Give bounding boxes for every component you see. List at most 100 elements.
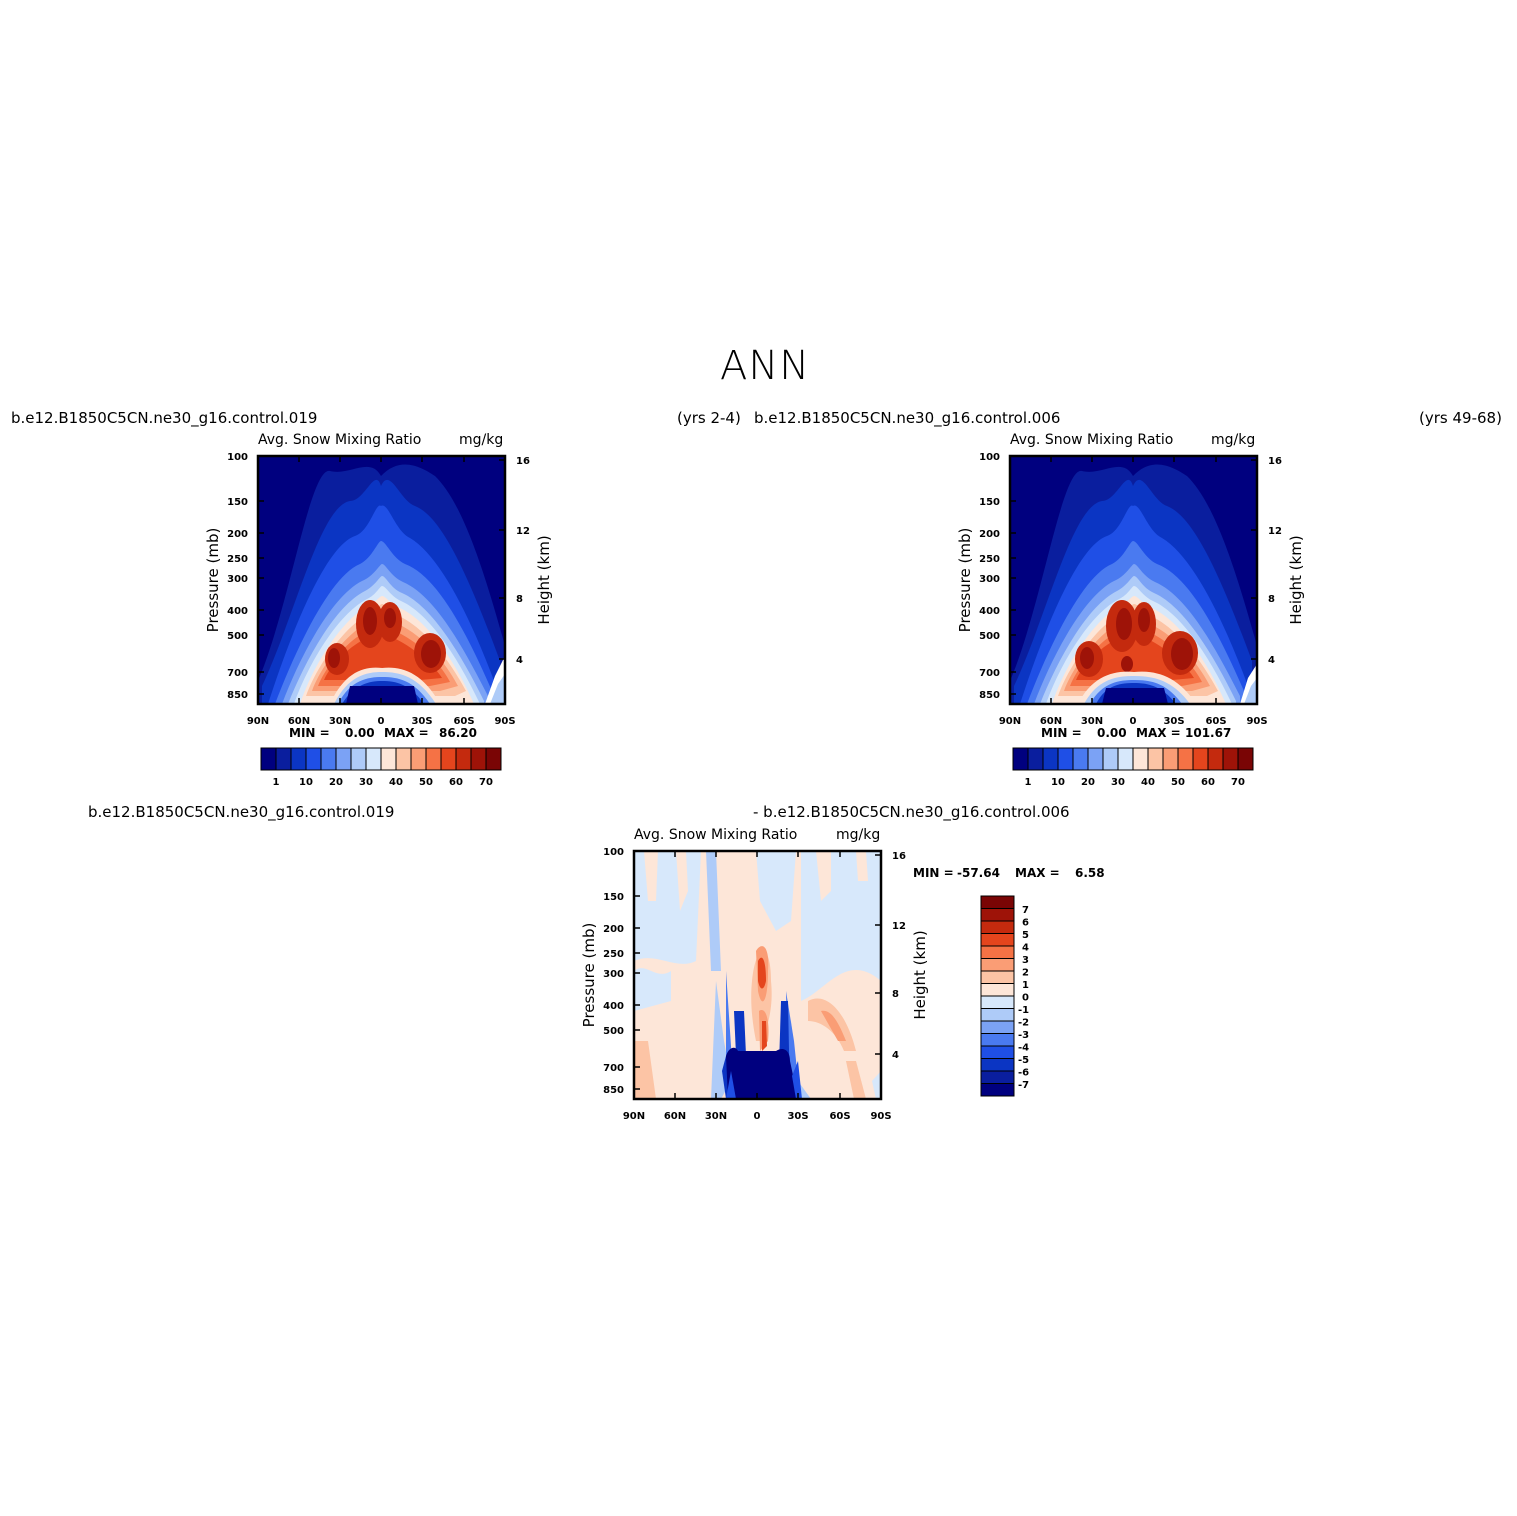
colorbar-cell	[1177, 747, 1194, 771]
panel-2-colorbar-label: 1	[1025, 777, 1032, 788]
panel-3-colorbar-label: 3	[1022, 955, 1029, 966]
colorbar-cell	[440, 747, 457, 771]
panel-3-colorbar-label: 0	[1022, 993, 1029, 1004]
panel-3-ytick: 250	[603, 949, 624, 960]
panel-3-ytick: 150	[603, 892, 624, 903]
panel-3-ytick: 300	[603, 969, 624, 980]
colorbar-cell	[980, 1083, 1015, 1097]
panel-3-colorbar-label: -4	[1018, 1043, 1029, 1054]
panel-2-colorbar-label: 40	[1141, 777, 1155, 788]
panel-1-xtick: 30N	[329, 716, 351, 727]
panel-1-ytick: 100	[227, 452, 248, 463]
panel-1-colorbar-label: 40	[389, 777, 403, 788]
panel-1-ytick: 300	[227, 574, 248, 585]
panel-2-ytick: 250	[979, 554, 1000, 565]
colorbar-cell	[320, 747, 337, 771]
panel-3-xtick: 60S	[829, 1111, 850, 1122]
page-title: ANN	[720, 343, 811, 389]
panel-2-xtick: 30N	[1081, 716, 1103, 727]
panel-1-ytick: 500	[227, 631, 248, 642]
panel-3-xtick: 60N	[664, 1111, 686, 1122]
colorbar-cell	[260, 747, 277, 771]
panel-2-ylabel-right: Height (km)	[1287, 535, 1305, 624]
panel-2-ytick: 850	[979, 690, 1000, 701]
panel-2-units: mg/kg	[1211, 432, 1256, 448]
colorbar-cell	[980, 920, 1015, 934]
panel-3-colorbar-label: -5	[1018, 1055, 1029, 1066]
panel-2-max-value: 101.67	[1185, 726, 1232, 740]
panel-3-xtick: 90N	[623, 1111, 645, 1122]
panel-1-ytick: 250	[227, 554, 248, 565]
colorbar-cell	[365, 747, 382, 771]
colorbar-cell	[275, 747, 292, 771]
panel-2-plot: 100 150 200 250 300 400 500 700 850 16 1…	[956, 452, 1305, 727]
panel-2-colorbar-label: 60	[1201, 777, 1215, 788]
panel-3-xtick: 30S	[787, 1111, 808, 1122]
panel-2-ytick-right: 4	[1268, 655, 1275, 666]
panel-2-min-label: MIN =	[1041, 726, 1082, 740]
panel-3-colorbar-label: 2	[1022, 968, 1029, 979]
colorbar-cell	[1237, 747, 1254, 771]
top-right-case-label: b.e12.B1850C5CN.ne30_g16.control.006	[754, 409, 1061, 427]
colorbar-cell	[1012, 747, 1029, 771]
colorbar-cell	[1072, 747, 1089, 771]
panel-1-ytick: 400	[227, 606, 248, 617]
colorbar-cell	[485, 747, 502, 771]
bottom-case-a-label: b.e12.B1850C5CN.ne30_g16.control.019	[88, 803, 395, 821]
panel-2-colorbar-label: 30	[1111, 777, 1125, 788]
panel-1-ytick: 150	[227, 497, 248, 508]
panel-3-colorbar-label: -3	[1018, 1030, 1029, 1041]
panel-3-max-label: MAX =	[1015, 866, 1060, 880]
panel-2-colorbar-label: 50	[1171, 777, 1185, 788]
colorbar-cell	[1057, 747, 1074, 771]
panel-3-max-value: 6.58	[1075, 866, 1105, 880]
panel-1-field	[258, 456, 505, 704]
panel-2-xtick: 30S	[1163, 716, 1184, 727]
colorbar-cell	[980, 1070, 1015, 1084]
panel-2-ytick-right: 8	[1268, 594, 1275, 605]
panel-3-colorbar: 7 6 5 4 3 2 1 0 -1 -2 -3 -4 -5 -6 -7	[980, 895, 1029, 1097]
panel-1-max-label: MAX =	[384, 726, 429, 740]
panel-3-ytick: 700	[603, 1063, 624, 1074]
panel-3-colorbar-label: -6	[1018, 1068, 1029, 1079]
panel-3-field	[634, 851, 881, 1099]
panel-3-colorbar-label: 4	[1022, 943, 1029, 954]
colorbar-cell	[980, 1058, 1015, 1072]
panel-2-min-value: 0.00	[1097, 726, 1127, 740]
colorbar-cell	[335, 747, 352, 771]
panel-3-colorbar-label: -2	[1018, 1018, 1029, 1029]
panel-3-ticks	[634, 851, 881, 1099]
panel-2-ytick-right: 16	[1268, 456, 1282, 467]
panel-2-colorbar-cells	[1012, 747, 1254, 771]
colorbar-cell	[980, 895, 1015, 909]
panel-1-plot: 100 150 200 250 300 400 500 700 850 16 1…	[204, 452, 553, 727]
top-left-years-label: (yrs 2-4)	[677, 409, 741, 427]
panel-2-title: Avg. Snow Mixing Ratio	[1010, 432, 1174, 448]
panel-1-ylabel-right: Height (km)	[535, 535, 553, 624]
panel-3-xtick: 0	[754, 1111, 761, 1122]
panel-1-xtick: 0	[378, 716, 385, 727]
panel-3-min-value: -57.64	[957, 866, 1000, 880]
panel-3-colorbar-label: -1	[1018, 1005, 1029, 1016]
panel-2-ytick: 150	[979, 497, 1000, 508]
panel-3-colorbar-label: 1	[1022, 980, 1029, 991]
panel-2-ytick-right: 12	[1268, 526, 1282, 537]
colorbar-cell	[1102, 747, 1119, 771]
colorbar-cell	[980, 1020, 1015, 1034]
panel-3-ytick-right: 12	[892, 921, 906, 932]
colorbar-cell	[1117, 747, 1134, 771]
panel-3-ylabel: Pressure (mb)	[580, 923, 598, 1028]
panel-1-ytick: 700	[227, 668, 248, 679]
panel-3-ytick: 400	[603, 1001, 624, 1012]
panel-3-ytick-right: 4	[892, 1050, 899, 1061]
panel-1-colorbar-label: 20	[329, 777, 343, 788]
panel-3-colorbar-cells	[980, 895, 1015, 1097]
panel-2-colorbar: 1 10 20 30 40 50 60 70	[1012, 747, 1254, 788]
top-right-years-label: (yrs 49-68)	[1419, 409, 1502, 427]
panel-1-ticks	[258, 456, 505, 704]
panel-1-min-label: MIN =	[289, 726, 330, 740]
panel-1-colorbar-label: 60	[449, 777, 463, 788]
colorbar-cell	[980, 970, 1015, 984]
panel-1-ytick: 200	[227, 529, 248, 540]
panel-3-ytick: 500	[603, 1026, 624, 1037]
